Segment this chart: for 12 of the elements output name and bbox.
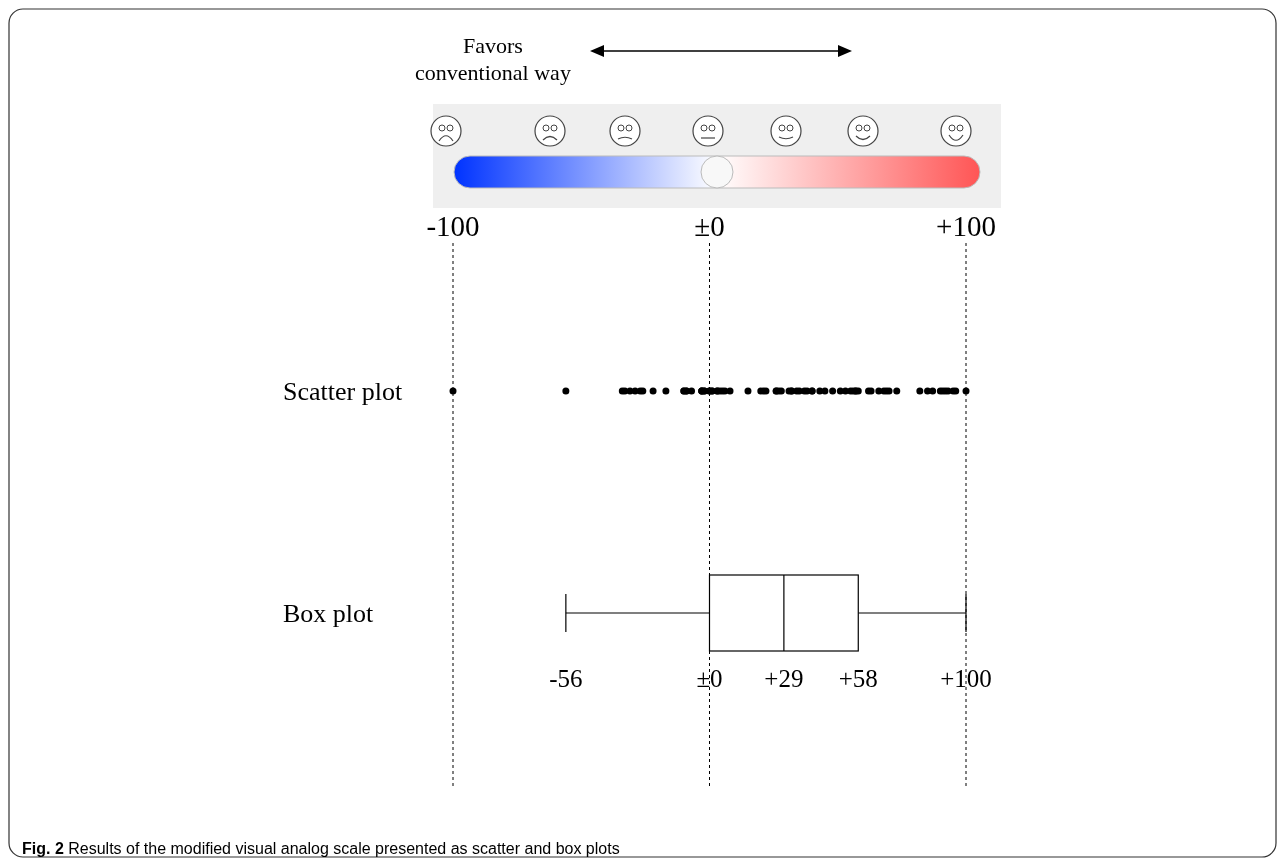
- x-tick-label: -100: [426, 210, 480, 242]
- y-tick-label: Box plot: [283, 599, 375, 628]
- y-tick-label: Scatter plot: [283, 377, 403, 406]
- annotation: -56: [549, 665, 583, 692]
- x-tick-label: +100: [936, 210, 996, 242]
- annotation: +100: [940, 665, 992, 692]
- text: Favors conventional way: [415, 33, 571, 85]
- x-tick-label: ±0: [694, 210, 725, 242]
- annotation: ±0: [696, 665, 723, 692]
- annotation: +58: [838, 665, 878, 692]
- annotation: +29: [764, 665, 804, 692]
- caption: Fig. 2 Results of the modified visual analog scale presented as scatter and box plots: [22, 840, 620, 857]
